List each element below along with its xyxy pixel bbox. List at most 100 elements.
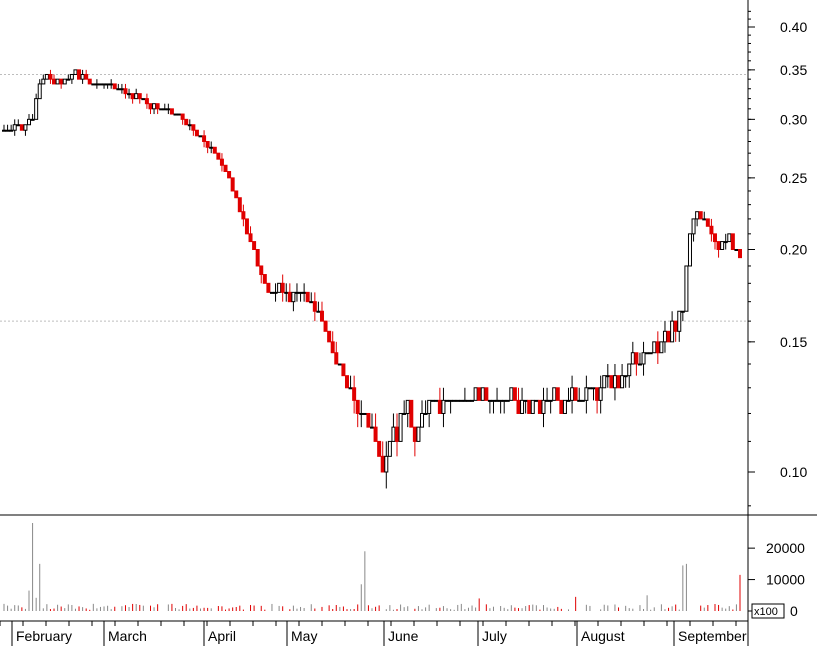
price-panel [0, 69, 748, 489]
candle-body [266, 282, 271, 293]
month-label: March [108, 628, 147, 644]
candle-body [409, 399, 414, 428]
candle [194, 129, 199, 137]
price-tick-label: 0.40 [780, 19, 807, 35]
candle-body [577, 399, 582, 402]
candle [77, 69, 82, 80]
candle [377, 440, 382, 457]
volume-tick-label: 20000 [766, 540, 805, 556]
candle [545, 387, 550, 402]
candle-body [344, 375, 349, 389]
candle-body [91, 83, 96, 86]
candle-body [380, 455, 385, 473]
candle-body [77, 69, 82, 80]
candle [359, 400, 364, 428]
candle [734, 249, 739, 251]
candle [716, 241, 721, 258]
candle [495, 387, 500, 402]
candle-body [237, 197, 242, 213]
candle [66, 74, 71, 81]
candle-body [312, 301, 317, 312]
candle-body [209, 146, 214, 149]
candle-body [294, 291, 299, 294]
candle-body [102, 83, 107, 86]
candle [409, 399, 414, 428]
candle-body [259, 265, 264, 276]
candle-body [234, 190, 239, 199]
candle [294, 283, 299, 302]
candle [148, 103, 153, 115]
candle [244, 218, 249, 235]
candle-body [662, 330, 667, 343]
candle [691, 218, 696, 242]
candle [109, 79, 114, 89]
candle-body [587, 387, 592, 390]
candle [480, 387, 485, 401]
candle [684, 265, 689, 312]
candle-body [412, 426, 417, 442]
candle-body [169, 108, 174, 115]
candle [698, 211, 703, 220]
candle-body [23, 124, 28, 131]
candle [319, 301, 324, 322]
candle-body [73, 69, 78, 75]
candle-body [112, 83, 117, 90]
candle-body [384, 455, 389, 473]
candle-body [684, 265, 689, 312]
candle [180, 113, 185, 125]
candle [420, 400, 425, 428]
candle [520, 387, 525, 414]
candle-body [723, 241, 728, 244]
candle [134, 88, 139, 100]
candle-body [198, 135, 203, 138]
candle [105, 83, 110, 89]
candle [405, 399, 410, 428]
candle [702, 211, 707, 221]
candle [677, 310, 682, 342]
candle-body [355, 399, 360, 414]
candle-body [177, 113, 182, 116]
candle-body [241, 211, 246, 220]
candle-body [520, 399, 525, 414]
candle-body [423, 412, 428, 415]
candle [127, 88, 132, 99]
candle-body [41, 78, 46, 85]
candle [412, 426, 417, 457]
candle [434, 399, 439, 402]
candle [398, 412, 403, 442]
candle-body [323, 320, 328, 332]
candle-body [620, 375, 625, 389]
candle-body [319, 310, 324, 322]
candle [30, 114, 35, 121]
candle [720, 241, 725, 251]
candle [205, 140, 210, 154]
candle-body [405, 399, 410, 414]
candle-body [466, 399, 471, 402]
candle-body [30, 118, 35, 121]
candle [641, 341, 646, 376]
candle [5, 124, 10, 132]
candle [570, 375, 575, 414]
candle-body [652, 341, 657, 354]
candle [177, 113, 182, 116]
candle-body [370, 426, 374, 429]
candle [159, 108, 164, 111]
candle [187, 119, 192, 131]
candle [330, 331, 335, 354]
candle-body [734, 249, 739, 251]
candle-body [509, 387, 514, 401]
candle [344, 375, 349, 389]
candle [116, 83, 121, 91]
month-label: February [16, 628, 72, 644]
candle-body [280, 282, 285, 293]
candle-body [377, 440, 382, 457]
candle-body [702, 218, 707, 221]
candle [305, 291, 310, 303]
candle-body [180, 113, 185, 120]
candle-body [430, 399, 435, 402]
candle [530, 399, 535, 414]
candle [84, 69, 89, 80]
candle-body [148, 103, 153, 110]
candle-body [223, 164, 228, 173]
volume-tick-label: 0 [790, 603, 798, 619]
